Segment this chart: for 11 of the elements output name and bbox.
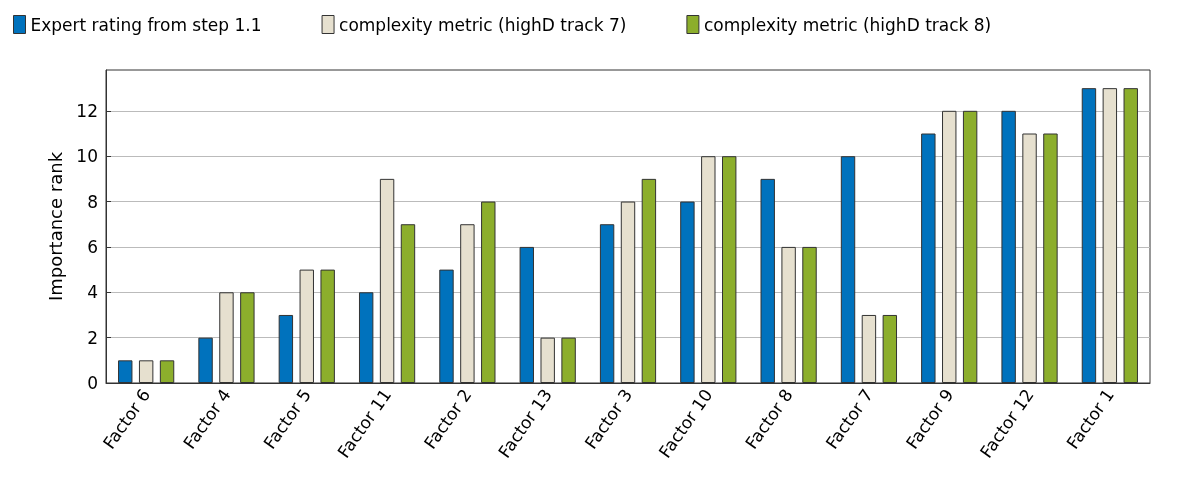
legend-label: Expert rating from step 1.1	[30, 14, 262, 35]
y-tick-label: 6	[87, 236, 98, 257]
y-tick-label: 8	[87, 191, 98, 212]
y-axis-title: Importance rank	[44, 151, 66, 302]
legend-label: complexity metric (highD track 8)	[703, 14, 992, 35]
y-tick-label: 2	[87, 327, 98, 348]
y-tick-label: 12	[76, 100, 98, 121]
legend-label: complexity metric (highD track 7)	[339, 14, 627, 35]
y-tick-label: 4	[87, 282, 98, 303]
y-tick-label: 10	[76, 146, 98, 167]
y-tick-label: 0	[87, 373, 98, 393]
